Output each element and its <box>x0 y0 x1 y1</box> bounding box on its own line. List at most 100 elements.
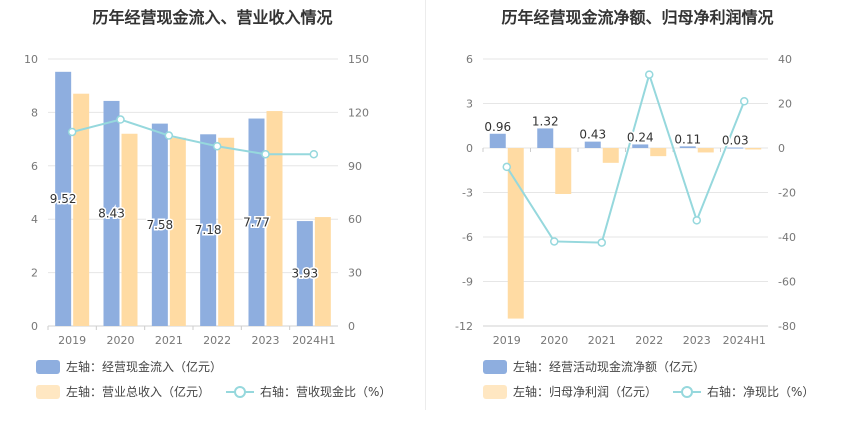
bar-0-s1 <box>200 134 217 326</box>
legend-item-revenue-cash-ratio[interactable]: 右轴：营收现金比（%） <box>226 383 391 400</box>
x-tick-label: 2019 <box>58 334 86 347</box>
legend-row-1: 左轴：经营活动现金流净额（亿元） <box>483 358 721 375</box>
data-label: 0.43 <box>579 128 606 142</box>
x-tick-label: 2024H1 <box>723 334 766 347</box>
y-tick-right: 150 <box>348 53 369 66</box>
legend-label: 右轴：净现比（%） <box>707 385 815 399</box>
x-tick-label: 2021 <box>155 334 183 347</box>
legend-swatch-bar1 <box>36 359 60 374</box>
bar-0-s1 <box>296 221 313 326</box>
y-tick-left: -3 <box>462 187 473 200</box>
legend-item-net-profit[interactable]: 左轴：归母净利润（亿元） <box>483 383 657 400</box>
y-tick-right: 120 <box>348 106 369 119</box>
data-label: 7.58 <box>146 218 173 232</box>
ratio-point <box>550 237 559 246</box>
y-tick-right: -40 <box>778 231 796 244</box>
bar-0-s1 <box>55 71 72 326</box>
x-tick-label: 2020 <box>107 334 135 347</box>
bar-0-s1 <box>248 118 265 326</box>
y-tick-left: 0 <box>466 142 473 155</box>
legend-item-cash-inflow[interactable]: 左轴：经营现金流入（亿元） <box>36 358 222 375</box>
bar-1-s1 <box>489 133 506 148</box>
x-tick-label: 2021 <box>588 334 616 347</box>
ratio-point <box>309 149 319 159</box>
bar-0-s2 <box>73 93 90 327</box>
bar-0-s2 <box>314 217 331 326</box>
legend-label: 左轴：经营活动现金流净额（亿元） <box>513 360 706 374</box>
bar-0-s1 <box>103 100 120 326</box>
y-tick-right: -60 <box>778 276 796 289</box>
y-tick-right: 0 <box>348 320 355 333</box>
y-tick-left: 4 <box>31 213 38 226</box>
chart-panel-cash-inflow-revenue: 历年经营现金流入、营业收入情况 0 2 4 6 8 10 0 30 60 90 120 150 2019… <box>24 8 407 400</box>
y-tick-left: 3 <box>466 98 473 111</box>
y-tick-left: 0 <box>31 320 38 333</box>
bar-1-s2 <box>650 148 667 157</box>
x-tick-label: 2023 <box>683 334 711 347</box>
y-tick-left: -9 <box>462 276 473 289</box>
chart-title: 历年经营现金流入、营业收入情况 <box>92 8 333 27</box>
ratio-point <box>740 97 749 106</box>
x-tick-label: 2020 <box>540 334 568 347</box>
data-label: 8.43 <box>98 206 125 220</box>
y-tick-left: 2 <box>31 267 38 280</box>
y-tick-right: 40 <box>778 53 792 66</box>
bar-0-s2 <box>266 111 283 326</box>
y-tick-left: 6 <box>31 160 38 173</box>
legend-label: 左轴：经营现金流入（亿元） <box>66 360 223 374</box>
y-tick-right: 20 <box>778 98 792 111</box>
legend-swatch-line <box>226 385 255 399</box>
bar-1-s1 <box>679 146 696 148</box>
ratio-point <box>261 149 270 159</box>
chart-plot: -12 -9 -6 -3 0 3 6 -80 -60 -40 -20 0 20 40 2019 2020 202… <box>455 53 796 347</box>
legend-row-2: 左轴：归母净利润（亿元） 右轴：净现比（%） <box>483 383 830 400</box>
bar-0-s2 <box>169 137 186 326</box>
y-tick-right: 0 <box>778 142 785 155</box>
data-label: 0.24 <box>627 130 654 144</box>
ratio-point <box>116 115 125 124</box>
ratio-point <box>212 141 222 151</box>
y-tick-right: 60 <box>348 213 362 226</box>
data-label: 7.18 <box>195 223 222 237</box>
y-tick-right: 30 <box>348 267 362 280</box>
bar-1-s1 <box>727 147 744 149</box>
legend-swatch-bar2 <box>36 384 60 399</box>
ratio-point <box>164 131 174 140</box>
ratio-point <box>645 70 654 79</box>
legend-swatch-bar1 <box>483 359 507 374</box>
data-label: 0.11 <box>674 132 701 146</box>
legend-label: 左轴：归母净利润（亿元） <box>513 385 658 399</box>
y-tick-right: 90 <box>348 160 362 173</box>
panel-divider <box>425 0 426 410</box>
legend-item-revenue[interactable]: 左轴：营业总收入（亿元） <box>36 383 210 400</box>
data-label: 1.32 <box>532 114 559 128</box>
x-tick-label: 2024H1 <box>292 334 335 347</box>
bar-0-s1 <box>151 123 168 326</box>
bar-1-s2 <box>507 148 524 319</box>
bar-0-s2 <box>218 137 235 326</box>
y-tick-left: 10 <box>24 53 38 66</box>
y-tick-left: 8 <box>31 106 38 119</box>
chart-plot: 0 2 4 6 8 10 0 30 60 90 120 150 2019 2020 2021 2022 2023… <box>24 53 369 347</box>
y-tick-left: -12 <box>455 320 473 333</box>
ratio-line <box>505 71 746 244</box>
bar-1-s2 <box>745 148 762 150</box>
legend-swatch-bar2 <box>483 384 507 399</box>
x-tick-label: 2022 <box>203 334 231 347</box>
data-label: 3.93 <box>291 267 318 281</box>
chart-title: 历年经营现金流净额、归母净利润情况 <box>501 8 774 27</box>
ratio-line <box>71 118 314 156</box>
ratio-point <box>597 238 606 247</box>
legend-item-net-cash-flow[interactable]: 左轴：经营活动现金流净额（亿元） <box>483 358 705 375</box>
bar-0-s2 <box>121 133 138 326</box>
data-label: 9.52 <box>50 192 77 206</box>
x-tick-label: 2022 <box>635 334 663 347</box>
bar-1-s1 <box>584 141 601 148</box>
legend-item-net-cash-ratio[interactable]: 右轴：净现比（%） <box>673 383 814 400</box>
x-tick-label: 2023 <box>252 334 280 347</box>
bar-1-s1 <box>537 128 554 148</box>
legend-row-1: 左轴：经营现金流入（亿元） <box>36 358 238 375</box>
legend-label: 左轴：营业总收入（亿元） <box>66 385 211 399</box>
legend-row-2: 左轴：营业总收入（亿元） 右轴：营收现金比（%） <box>36 383 407 400</box>
data-label: 0.96 <box>484 120 511 134</box>
